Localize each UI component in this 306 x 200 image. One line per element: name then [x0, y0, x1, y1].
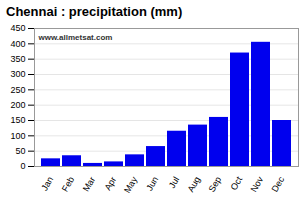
svg-text:www.allmetsat.com: www.allmetsat.com — [38, 33, 113, 42]
svg-text:Dec: Dec — [270, 175, 287, 194]
svg-text:Nov: Nov — [249, 175, 266, 194]
svg-text:Aug: Aug — [186, 175, 203, 194]
svg-text:100: 100 — [10, 131, 25, 141]
svg-text:Oct: Oct — [229, 175, 245, 193]
svg-text:150: 150 — [10, 115, 25, 125]
svg-text:300: 300 — [10, 69, 25, 79]
svg-text:0: 0 — [20, 161, 25, 171]
svg-text:450: 450 — [10, 23, 25, 33]
html-text:Chennai : precipitation (mm): Chennai : precipitation (mm) — [6, 4, 183, 19]
svg-text:50: 50 — [15, 146, 25, 156]
svg-text:400: 400 — [10, 39, 25, 49]
svg-text:Jul: Jul — [167, 175, 181, 190]
svg-text:350: 350 — [10, 54, 25, 64]
svg-text:Feb: Feb — [60, 175, 76, 193]
svg-text:Apr: Apr — [103, 175, 119, 192]
svg-text:250: 250 — [10, 85, 25, 95]
svg-text:Mar: Mar — [81, 175, 97, 193]
svg-text:200: 200 — [10, 100, 25, 110]
svg-text:Jan: Jan — [39, 175, 55, 193]
svg-text:May: May — [122, 175, 139, 195]
svg-text:Sep: Sep — [207, 175, 224, 194]
svg-text:Jun: Jun — [144, 175, 160, 193]
